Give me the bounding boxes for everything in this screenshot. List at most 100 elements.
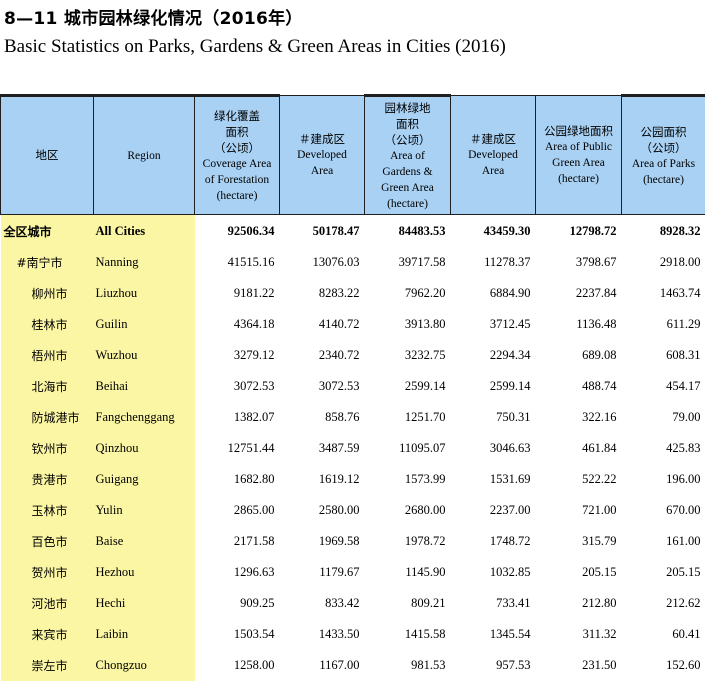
value-cell: 454.17 [666,379,701,393]
value-cell: 11278.37 [484,255,531,269]
table-row: 来宾市 Laibin 1503.54 1433.50 1415.58 1345.54 311… [0,619,705,650]
value-cell: 1258.00 [233,658,275,672]
value-cell: 2599.14 [404,379,446,393]
value-cell: 322.16 [582,410,617,424]
table-row: 桂林市 Guilin 4364.18 4140.72 3913.80 3712.45 113… [0,309,705,340]
region-name-en: Guigang [93,464,195,495]
region-name-en: All Cities [93,214,195,247]
value-cell: 2865.00 [233,503,275,517]
region-name-cn: 钦州市 [0,433,94,464]
value-cell: 1145.90 [405,565,446,579]
value-cell: 1748.72 [489,534,531,548]
value-cell: 1969.58 [318,534,360,548]
value-cell: 3913.80 [404,317,446,331]
value-cell: 12751.44 [227,441,275,455]
value-cell: 9181.22 [233,286,275,300]
value-cell: 858.76 [325,410,360,424]
table-row: 北海市 Beihai 3072.53 3072.53 2599.14 2599.14 488… [0,371,705,402]
region-name-en: Hechi [93,588,195,619]
value-cell: 43459.30 [483,223,531,238]
value-cell: 2237.00 [489,503,531,517]
region-name-cn: 贺州市 [0,557,94,588]
value-cell: 6884.90 [489,286,531,300]
green-areas-table: 地区 Region 绿化覆盖 面积 （公顷） Coverage Area of … [0,94,705,681]
value-cell: 1345.54 [489,627,531,641]
region-name-en: Chongzuo [93,650,195,681]
region-name-cn: #南宁市 [0,247,94,278]
value-cell: 1619.12 [318,472,360,486]
region-name-cn: 桂林市 [0,309,94,340]
region-name-cn: 崇左市 [0,650,94,681]
table-row: 崇左市 Chongzuo 1258.00 1167.00 981.53 957.53 231… [0,650,705,681]
value-cell: 2580.00 [318,503,360,517]
value-cell: 205.15 [582,565,617,579]
value-cell: 1531.69 [489,472,531,486]
value-cell: 1382.07 [233,410,275,424]
header-region-en: Region [93,94,195,215]
value-cell: 12798.72 [569,223,617,238]
region-name-cn: 河池市 [0,588,94,619]
value-cell: 3072.53 [318,379,360,393]
value-cell: 1296.63 [233,565,275,579]
region-name-cn: 玉林市 [0,495,94,526]
value-cell: 522.22 [582,472,617,486]
table-row: 梧州市 Wuzhou 3279.12 2340.72 3232.75 2294.34 689… [0,340,705,371]
region-name-en: Laibin [93,619,195,650]
value-cell: 957.53 [496,658,531,672]
value-cell: 3279.12 [233,348,275,362]
table-row: 贺州市 Hezhou 1296.63 1179.67 1145.90 1032.85 205… [0,557,705,588]
value-cell: 60.41 [672,627,701,641]
value-cell: 41515.16 [227,255,275,269]
value-cell: 152.60 [666,658,701,672]
value-cell: 1463.74 [659,286,701,300]
value-cell: 1179.67 [319,565,360,579]
value-cell: 84483.53 [398,223,446,238]
value-cell: 2340.72 [318,348,360,362]
region-name-cn: 梧州市 [0,340,94,371]
table-row-total: 全区城市 All Cities 92506.34 50178.47 84483.53 43… [0,214,705,247]
value-cell: 1167.00 [319,658,360,672]
value-cell: 4140.72 [318,317,360,331]
value-cell: 1032.85 [489,565,531,579]
value-cell: 3072.53 [233,379,275,393]
value-cell: 7962.20 [404,286,446,300]
header-forestation: 绿化覆盖 面积 （公顷） Coverage Area of Forestatio… [194,94,280,215]
region-name-cn: 北海市 [0,371,94,402]
region-name-en: Liuzhou [93,278,195,309]
value-cell: 1682.80 [233,472,275,486]
header-region-cn: 地区 [0,94,94,215]
value-cell: 670.00 [666,503,701,517]
value-cell: 1433.50 [318,627,360,641]
table-row: 钦州市 Qinzhou 12751.44 3487.59 11095.07 3046.63… [0,433,705,464]
value-cell: 3798.67 [575,255,617,269]
region-name-en: Guilin [93,309,195,340]
header-gardens: 园林绿地 面积 （公顷） Area of Gardens & Green Are… [364,94,451,215]
value-cell: 8283.22 [318,286,360,300]
value-cell: 689.08 [582,348,617,362]
region-name-cn: 贵港市 [0,464,94,495]
value-cell: 809.21 [411,596,446,610]
value-cell: 1503.54 [233,627,275,641]
table-row: 百色市 Baise 2171.58 1969.58 1978.72 1748.72 315.… [0,526,705,557]
value-cell: 2237.84 [575,286,617,300]
region-name-en: Wuzhou [93,340,195,371]
value-cell: 50178.47 [312,223,360,238]
value-cell: 2918.00 [659,255,701,269]
value-cell: 2599.14 [489,379,531,393]
region-name-cn: 来宾市 [0,619,94,650]
region-name-en: Yulin [93,495,195,526]
value-cell: 3487.59 [318,441,360,455]
value-cell: 1415.58 [404,627,446,641]
value-cell: 1251.70 [404,410,446,424]
value-cell: 196.00 [666,472,701,486]
value-cell: 212.80 [582,596,617,610]
table-row: 防城港市 Fangchenggang 1382.07 858.76 1251.70 750… [0,402,705,433]
value-cell: 13076.03 [312,255,360,269]
header-forestation-developed: ＃建成区 Developed Area [279,95,365,215]
value-cell: 311.32 [582,627,617,641]
table-row: #南宁市 Nanning 41515.16 13076.03 39717.58 11278… [0,247,705,278]
table-row: 河池市 Hechi 909.25 833.42 809.21 733.41 212.80 21… [0,588,705,619]
value-cell: 3712.45 [489,317,531,331]
value-cell: 4364.18 [233,317,275,331]
region-name-cn: 防城港市 [0,402,94,433]
